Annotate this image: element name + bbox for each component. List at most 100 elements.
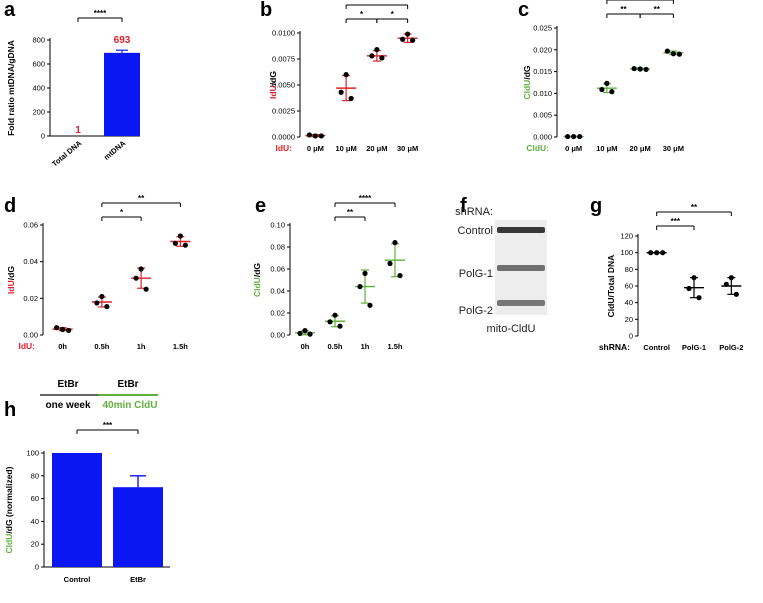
panel-label-h: h (4, 399, 16, 421)
a-y-axis-label: Fold ratio mtDNA/gDNA (6, 40, 16, 136)
c-x-category-label: 0 μM (565, 144, 582, 153)
e-data-point (367, 302, 373, 308)
h-timeline-label-left-bottom: one week (45, 400, 90, 411)
d-sig-label-0: * (120, 208, 124, 217)
f-blot-caption: mito-CldU (487, 323, 536, 335)
d-data-point (138, 266, 144, 272)
g-data-point (728, 275, 734, 281)
d-data-point (94, 300, 100, 306)
b-y-tick-label: 0.0050 (272, 81, 295, 90)
b-x-category-label: 20 μM (366, 144, 387, 153)
panel-a-chart: 0 200 400 600 800 Fold ratio mtDNA/gDNA 1 Total… (6, 9, 140, 168)
c-data-point (571, 133, 577, 140)
b-y-tick-label: 0.0075 (272, 55, 295, 64)
d-x-category-label: 1h (137, 342, 146, 351)
c-data-point (631, 65, 637, 72)
e-y-tick-label: 0.00 (270, 331, 285, 340)
b-data-point (348, 95, 354, 102)
panel-label-c: c (518, 0, 529, 21)
f-band-0 (497, 227, 545, 233)
g-data-point (660, 250, 666, 256)
g-y-axis-label: CldU/Total DNA (606, 255, 616, 318)
e-y-axis-label-colored: CldU (252, 277, 262, 297)
c-x-category-label: 20 μM (629, 144, 650, 153)
panel-label-d: d (4, 195, 16, 217)
d-x-axis-title: IdU: (18, 341, 35, 351)
e-x-category-label: 1.5h (387, 342, 402, 351)
h-bar-1 (113, 487, 163, 567)
c-x-category-label: 10 μM (596, 144, 617, 153)
g-sig-label-0: *** (671, 217, 681, 226)
b-data-point (312, 133, 318, 139)
c-y-axis-label: CldU/dG (522, 65, 532, 99)
c-x-axis-title: CldU: (526, 143, 549, 153)
g-data-point (654, 250, 660, 256)
b-data-point (405, 31, 411, 37)
h-y-tick-label: 80 (31, 471, 39, 480)
c-data-point (643, 66, 649, 73)
d-data-point (66, 327, 72, 334)
b-data-point (306, 132, 312, 138)
e-y-tick-label: 0.04 (270, 287, 285, 296)
panel-b-chart: 0.0000 0.0025 0.0050 0.0075 0.0100 IdU/dG 0 μM… (268, 0, 418, 153)
e-data-point (392, 240, 398, 246)
g-sig-label-1: ** (691, 203, 698, 212)
c-y-tick-label: 0.000 (533, 133, 552, 142)
g-y-tick-label: 80 (625, 265, 633, 274)
e-data-point (297, 330, 303, 336)
a-y-tick-label: 800 (32, 36, 45, 45)
c-x-category-label: 30 μM (663, 144, 684, 153)
b-y-axis-label-colored: IdU (268, 85, 278, 99)
h-y-tick-label: 100 (26, 449, 39, 458)
h-y-tick-label: 40 (31, 517, 39, 526)
h-y-tick-label: 0 (35, 563, 39, 572)
b-x-category-label: 10 μM (335, 144, 356, 153)
b-x-category-label: 30 μM (397, 144, 418, 153)
a-x-category-label: mtDNA (102, 138, 128, 162)
c-y-tick-label: 0.020 (533, 45, 552, 54)
a-bar-1 (104, 52, 140, 137)
a-y-tick-label: 600 (32, 60, 45, 69)
b-data-point (400, 36, 406, 42)
e-y-axis-label-rest: /dG (252, 263, 262, 278)
b-data-point (374, 47, 380, 53)
g-x-axis-title: shRNA: (599, 342, 630, 352)
c-data-point (604, 80, 610, 86)
a-value-label-1: 693 (114, 35, 131, 46)
c-data-point (637, 66, 643, 72)
d-y-tick-label: 0.02 (23, 294, 38, 303)
d-sig-label-1: ** (138, 194, 145, 203)
a-x-category-label: Total DNA (50, 138, 84, 168)
g-data-point (686, 285, 692, 292)
c-y-axis-label-colored: CldU (522, 80, 532, 100)
h-timeline-label-right-top: EtBr (117, 379, 138, 390)
panel-label-f: f (460, 195, 467, 217)
d-y-axis-label-rest: /dG (6, 266, 16, 281)
d-y-axis-label-colored: IdU (6, 280, 16, 294)
g-data-point (648, 250, 654, 256)
d-data-point (143, 286, 149, 292)
f-lane-label-1: PolG-1 (459, 268, 493, 280)
b-sig-label-0: * (360, 10, 364, 19)
panel-e-chart: 0.00 0.02 0.04 0.06 0.08 0.10 CldU/dG 0h 0.5h 1h 1… (252, 194, 405, 351)
panel-g-chart: 0 20 40 60 80 100 120 CldU/Total DNA Control PolG… (599, 203, 744, 352)
panel-h-chart: 0 20 40 60 80 100 CldU/dG (normalized) Control E… (4, 379, 170, 584)
c-sig-label-0: ** (620, 5, 627, 14)
a-y-tick-label: 200 (32, 108, 45, 117)
g-y-tick-label: 40 (625, 298, 633, 307)
c-y-tick-label: 0.015 (533, 67, 552, 76)
b-data-point (343, 72, 349, 78)
d-data-point (60, 326, 66, 333)
e-y-tick-label: 0.10 (270, 221, 285, 230)
e-data-point (302, 328, 308, 334)
c-data-point (599, 86, 605, 93)
d-data-point (182, 242, 188, 248)
b-data-point (379, 55, 385, 61)
b-y-axis-label-rest: /dG (268, 71, 278, 86)
b-sig-label-2: ** (374, 0, 381, 5)
b-y-tick-label: 0.0000 (272, 133, 295, 142)
h-sig-label-0: *** (103, 421, 113, 430)
g-x-category-label: PolG-2 (719, 343, 743, 352)
